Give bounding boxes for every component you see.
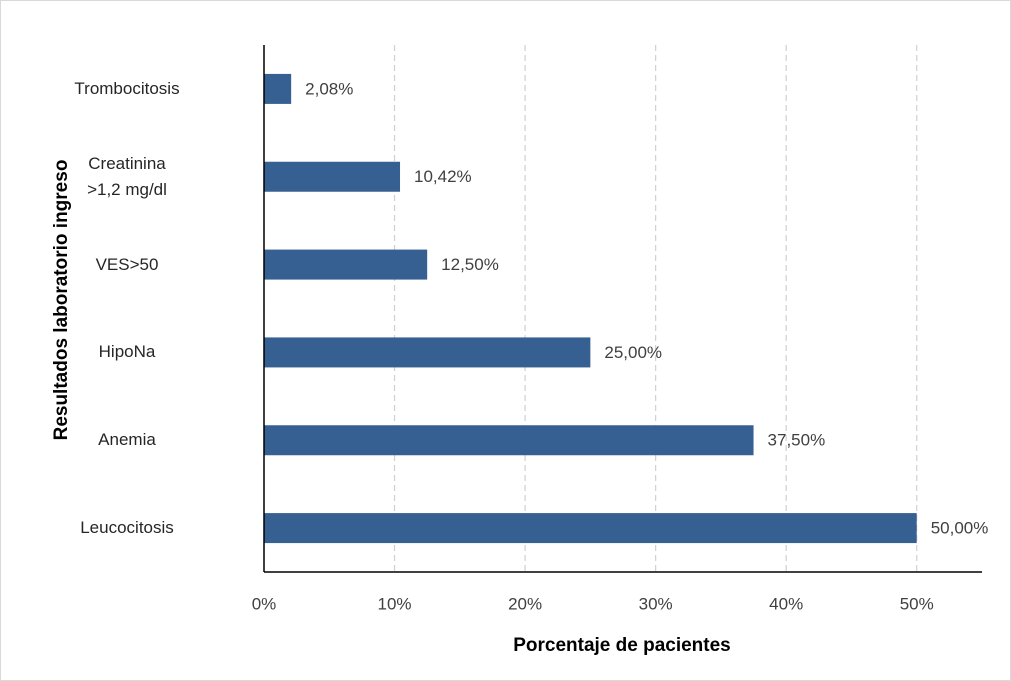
value-label: 12,50% (441, 255, 499, 274)
x-tick-label: 30% (639, 594, 673, 613)
x-tick-label: 40% (769, 594, 803, 613)
value-label: 10,42% (414, 167, 472, 186)
bar (264, 425, 754, 456)
value-label: 2,08% (305, 79, 353, 98)
y-tick-label: Anemia (98, 430, 156, 450)
x-tick-label: 10% (378, 594, 412, 613)
y-tick-label: VES>50 (95, 254, 159, 274)
value-label: 25,00% (604, 343, 662, 362)
value-label: 50,00% (931, 519, 989, 538)
bar (264, 161, 401, 192)
y-tick-label: HipoNa (98, 342, 156, 362)
value-label: 37,50% (768, 431, 826, 450)
x-tick-label: 50% (900, 594, 934, 613)
y-tick-label: Trombocitosis (74, 78, 180, 98)
y-tick-label: Creatinina >1,2 mg/dl (87, 153, 167, 199)
x-axis-title: Porcentaje de pacientes (513, 635, 731, 656)
bar (264, 513, 917, 544)
y-axis-title: Resultados laboratorio ingreso (51, 160, 72, 441)
bar (264, 73, 292, 104)
bar (264, 337, 591, 368)
y-tick-label: Leucocitosis (80, 518, 174, 538)
x-tick-label: 20% (508, 594, 542, 613)
x-tick-label: 0% (252, 594, 277, 613)
bar (264, 249, 428, 280)
